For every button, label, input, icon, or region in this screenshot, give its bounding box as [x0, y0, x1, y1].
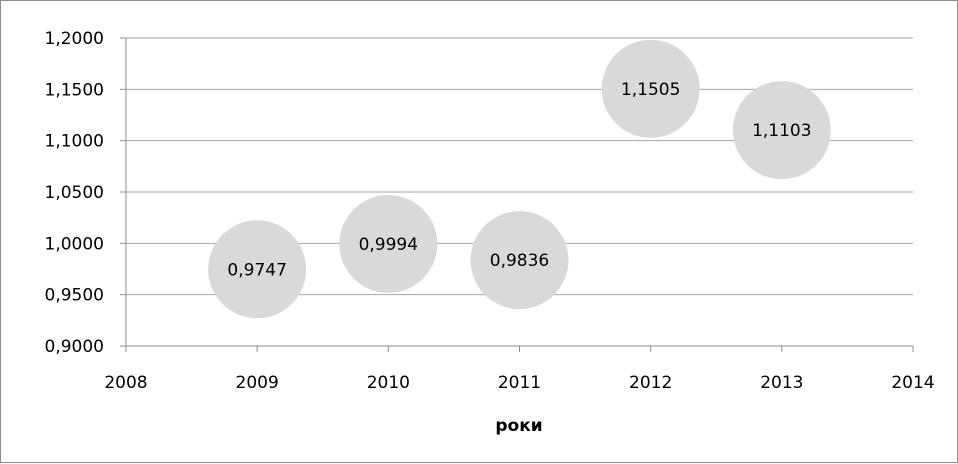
bubble-data-label: 0,9994: [359, 235, 418, 255]
x-tick-label: 2010: [367, 373, 410, 393]
y-tick-label: 0,9500: [45, 286, 104, 306]
y-tick-label: 1,2000: [45, 29, 104, 49]
x-tick-label: 2014: [891, 373, 934, 393]
y-tick-label: 1,1500: [45, 80, 104, 100]
x-axis-title: роки: [495, 416, 542, 436]
x-tick-labels: 2008 2009 2010 2011 2012 2013 2014: [104, 346, 934, 393]
x-tick-label: 2011: [498, 373, 541, 393]
y-tick-label: 1,1000: [45, 132, 104, 152]
x-tick-label: 2012: [629, 373, 672, 393]
bubbles: 0,9747 0,9994 0,9836 1,1505 1,1103: [208, 40, 831, 318]
bubble-data-label: 0,9747: [227, 260, 286, 280]
y-tick-label: 0,9000: [45, 337, 104, 357]
y-tick-label: 1,0500: [45, 183, 104, 203]
bubble-data-label: 0,9836: [490, 251, 549, 271]
x-tick-label: 2009: [236, 373, 279, 393]
y-tick-labels: 0,9000 0,9500 1,0000 1,0500 1,1000 1,1500 1,20…: [45, 29, 126, 357]
x-tick-label: 2008: [104, 373, 147, 393]
bubble-data-label: 1,1505: [621, 80, 680, 100]
x-tick-label: 2013: [760, 373, 803, 393]
y-tick-label: 1,0000: [45, 234, 104, 254]
bubble-data-label: 1,1103: [752, 121, 811, 141]
